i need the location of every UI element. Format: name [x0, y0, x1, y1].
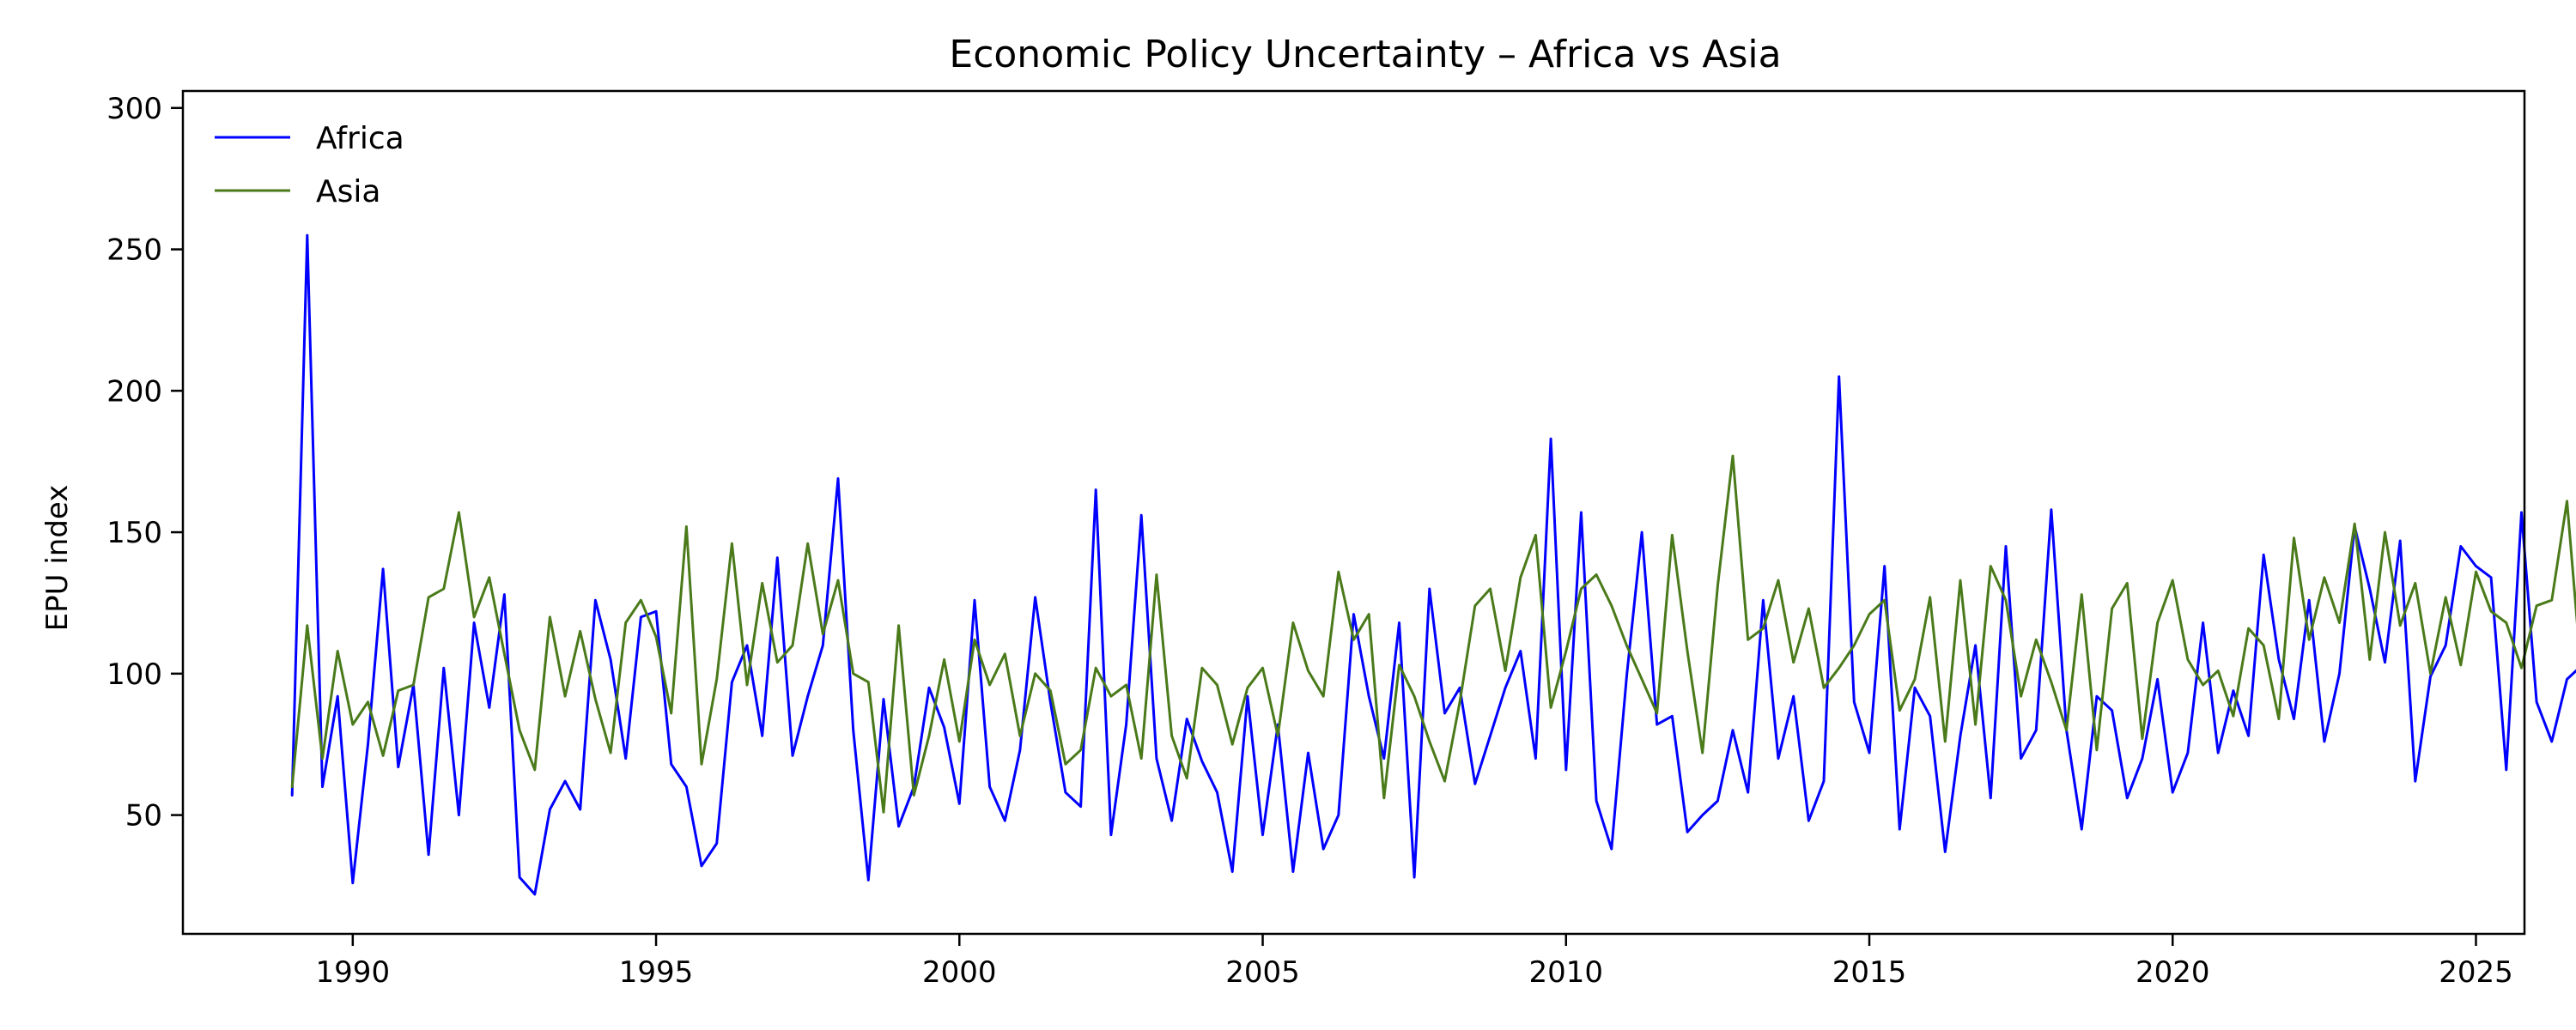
plot-frame — [181, 89, 2526, 936]
legend-label-asia: Asia — [316, 174, 380, 209]
x-tick-label: 2015 — [1832, 955, 1907, 990]
x-tick-label: 2010 — [1529, 955, 1604, 990]
x-tick-label: 2005 — [1225, 955, 1300, 990]
chart-title: Economic Policy Uncertainty – Africa vs … — [949, 33, 1781, 76]
series-line-asia — [290, 454, 2576, 814]
y-tick-label: 250 — [106, 233, 162, 268]
x-tick-label: 1990 — [316, 955, 391, 990]
legend: Africa Asia — [215, 121, 404, 209]
legend-label-africa: Africa — [316, 121, 404, 156]
y-tick-label: 100 — [106, 657, 162, 692]
y-axis-label: EPU index — [40, 485, 75, 632]
x-tick-label: 2000 — [922, 955, 997, 990]
series-line-africa — [290, 233, 2576, 896]
plot-area: 1990 1995 2000 2005 2010 2015 2020 2025 50 100 150… — [106, 89, 2576, 990]
x-tick-label: 2020 — [2136, 955, 2210, 990]
x-tick-label: 2025 — [2439, 955, 2513, 990]
y-tick-label: 50 — [125, 799, 162, 833]
x-tick-label: 1995 — [619, 955, 694, 990]
y-tick-label: 200 — [106, 374, 162, 409]
y-tick-label: 300 — [106, 92, 162, 126]
y-tick-label: 150 — [106, 516, 162, 550]
